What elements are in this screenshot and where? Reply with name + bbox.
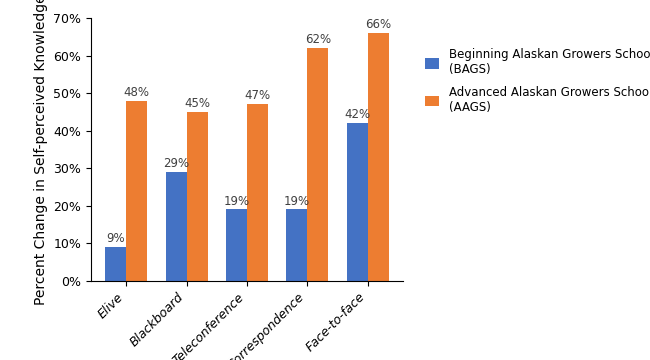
Text: 45%: 45%: [184, 97, 210, 110]
Text: 29%: 29%: [163, 157, 189, 170]
Bar: [226, 210, 247, 281]
Text: 47%: 47%: [244, 90, 270, 103]
Text: 19%: 19%: [283, 195, 310, 208]
Text: 19%: 19%: [224, 195, 250, 208]
Text: 62%: 62%: [305, 33, 331, 46]
Legend: Beginning Alaskan Growers School
(BAGS), Advanced Alaskan Growers School
(AAGS): Beginning Alaskan Growers School (BAGS),…: [421, 45, 650, 117]
Bar: [187, 112, 208, 281]
Bar: [368, 33, 389, 281]
Bar: [247, 104, 268, 281]
Text: 66%: 66%: [365, 18, 391, 31]
Bar: [307, 48, 328, 281]
Text: 48%: 48%: [124, 86, 150, 99]
Text: 42%: 42%: [344, 108, 370, 121]
Text: 9%: 9%: [107, 232, 125, 245]
Bar: [105, 247, 126, 281]
Bar: [346, 123, 368, 281]
Bar: [286, 210, 307, 281]
Bar: [166, 172, 187, 281]
Bar: [126, 100, 148, 281]
Y-axis label: Percent Change in Self-perceived Knowledge: Percent Change in Self-perceived Knowled…: [34, 0, 47, 305]
